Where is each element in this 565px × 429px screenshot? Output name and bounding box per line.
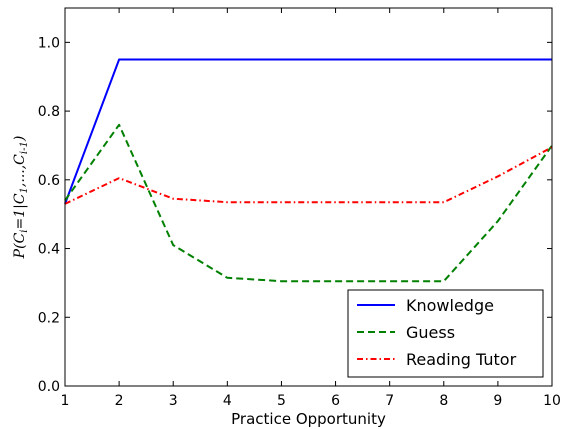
svg-text:P(Ci=1|C1,...,Ci-1): P(Ci=1|C1,...,Ci-1) xyxy=(12,136,30,260)
x-tick-label: 2 xyxy=(115,393,124,409)
plot-frame xyxy=(64,7,553,387)
x-tick-label: 5 xyxy=(277,393,286,409)
legend: Knowledge Guess Reading Tutor xyxy=(347,289,544,378)
legend-label-reading-tutor: Reading Tutor xyxy=(406,350,517,369)
y-tick-label: 0.6 xyxy=(38,173,60,189)
ylabel-sub-i: i xyxy=(19,230,30,233)
series-line-guess xyxy=(64,123,553,283)
x-tick-label: 1 xyxy=(61,393,70,409)
ylabel-close: ) xyxy=(12,136,28,142)
tick-labels: 1 2 3 4 5 6 7 8 9 10 0.0 0.2 0.4 0.6 0.8 1.0 xyxy=(38,35,561,409)
x-axis-label: Practice Opportunity xyxy=(231,410,386,428)
legend-label-guess: Guess xyxy=(406,323,455,342)
x-tick-label: 9 xyxy=(493,393,502,409)
y-tick-label: 0.8 xyxy=(38,104,60,120)
series-line-reading-tutor xyxy=(64,146,553,205)
y-tick-label: 1.0 xyxy=(38,35,60,51)
ylabel-eq: =1|C xyxy=(12,193,28,229)
series-layer xyxy=(64,58,553,283)
legend-entries: Knowledge Guess Reading Tutor xyxy=(357,296,517,369)
ylabel-sub-1: 1 xyxy=(19,187,30,193)
ylabel-p: P(C xyxy=(12,232,28,259)
x-tick-label: 10 xyxy=(543,393,561,409)
y-tick-label: 0.4 xyxy=(38,242,60,258)
x-tick-label: 3 xyxy=(169,393,178,409)
x-tick-label: 7 xyxy=(385,393,394,409)
legend-label-knowledge: Knowledge xyxy=(406,296,494,315)
y-tick-label: 0.2 xyxy=(38,310,60,326)
series-line-knowledge xyxy=(64,58,552,205)
y-tick-label: 0.0 xyxy=(38,379,60,395)
x-tick-label: 8 xyxy=(439,393,448,409)
x-tick-label: 6 xyxy=(331,393,340,409)
x-tick-label: 4 xyxy=(223,393,232,409)
ylabel-mid: ,...,C xyxy=(12,154,28,187)
ylabel-sub-im1: i-1 xyxy=(19,141,30,154)
y-axis-label: P(Ci=1|C1,...,Ci-1) xyxy=(12,136,30,260)
